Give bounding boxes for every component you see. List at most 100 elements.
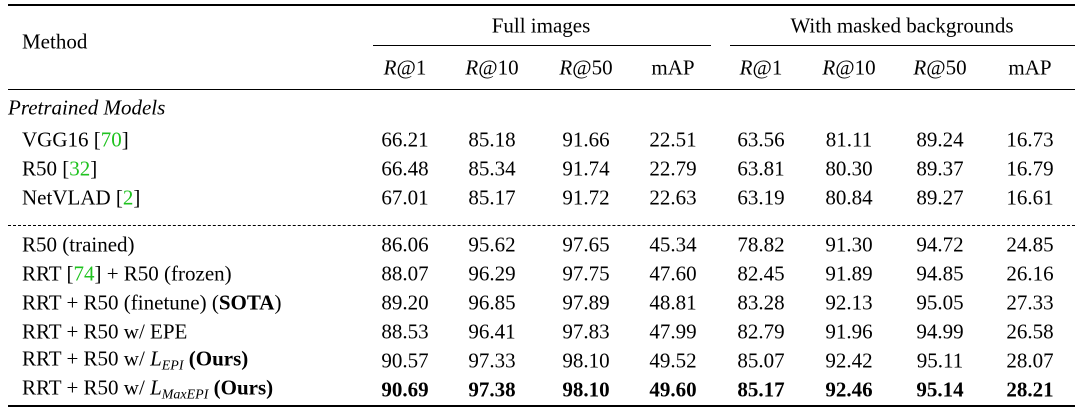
value-cell: 86.06: [381, 232, 429, 257]
text-segment: ]: [133, 185, 141, 210]
text-segment: ]: [121, 127, 129, 152]
text-segment: RRT + R50 w/ EPE: [22, 319, 188, 344]
text-segment: @50: [926, 55, 967, 80]
value-cell: 90.69: [381, 377, 429, 402]
text-segment: (Ours): [188, 346, 249, 371]
value-cell: 98.10: [562, 377, 610, 402]
text-segment: R50 [: [22, 156, 70, 181]
value-cell: 85.17: [737, 377, 785, 402]
text-segment: R: [822, 55, 836, 80]
method-cell: RRT + R50 w/ EPE: [22, 319, 188, 344]
value-cell: 96.41: [468, 319, 516, 344]
value-cell: 91.66: [562, 127, 610, 152]
value-cell: 81.11: [825, 127, 873, 152]
value-cell: 88.53: [381, 319, 429, 344]
value-cell: 16.73: [1006, 127, 1054, 152]
value-cell: 97.38: [468, 377, 516, 402]
value-cell: 98.10: [562, 348, 610, 373]
value-cell: 66.21: [381, 127, 429, 152]
value-cell: 91.74: [562, 156, 610, 181]
text-segment: L: [150, 375, 162, 400]
value-cell: 80.84: [825, 185, 873, 210]
text-segment: R: [739, 55, 753, 80]
text-segment: @1: [396, 55, 427, 80]
header-rule: [8, 89, 1075, 90]
value-cell: 97.65: [562, 232, 610, 257]
value-cell: 85.34: [468, 156, 516, 181]
value-cell: 22.63: [649, 185, 697, 210]
value-cell: 96.85: [468, 290, 516, 315]
value-cell: 92.42: [825, 348, 873, 373]
value-cell: 92.46: [825, 377, 873, 402]
value-cell: 95.11: [916, 348, 964, 373]
text-segment: RRT + R50 (finetune) (: [22, 290, 219, 315]
value-cell: 91.89: [825, 261, 873, 286]
text-segment: @10: [478, 55, 519, 80]
method-cell: R50 (trained): [22, 234, 135, 256]
text-segment: RRT + R50 w/: [22, 375, 151, 400]
value-cell: 66.48: [381, 156, 429, 181]
text-segment: @1: [752, 55, 783, 80]
value-cell: 78.82: [737, 232, 785, 257]
value-cell: 94.72: [916, 232, 964, 257]
method-header: Method: [22, 29, 88, 54]
text-segment: EPI: [161, 358, 184, 374]
bottom-rule: [8, 405, 1075, 407]
value-cell: 94.99: [916, 319, 964, 344]
value-cell: 47.60: [649, 261, 697, 286]
text-segment: RRT + R50 w/: [22, 346, 151, 371]
value-cell: 28.07: [1006, 348, 1054, 373]
text-segment: VGG16 [: [22, 127, 101, 152]
column-header: R@1: [739, 55, 783, 80]
value-cell: 67.01: [381, 185, 429, 210]
text-segment: R: [383, 55, 397, 80]
group-rule: [730, 45, 1075, 46]
top-rule: [8, 4, 1075, 6]
value-cell: 63.81: [737, 156, 785, 181]
column-header: mAP: [1008, 55, 1052, 80]
text-segment: R: [913, 55, 927, 80]
value-cell: 22.79: [649, 156, 697, 181]
column-header: R@10: [465, 55, 519, 80]
text-segment: MaxEPI: [161, 387, 209, 403]
method-cell: RRT + R50 w/ LMaxEPI (Ours): [22, 375, 274, 403]
citation: 70: [100, 127, 122, 152]
value-cell: 94.85: [916, 261, 964, 286]
group-header: With masked backgrounds: [790, 13, 1014, 38]
value-cell: 48.81: [649, 290, 697, 315]
value-cell: 89.27: [916, 185, 964, 210]
method-cell: R50 [32]: [22, 156, 98, 181]
text-segment: ] + R50 (frozen): [94, 261, 232, 286]
text-segment: (Ours): [213, 375, 274, 400]
value-cell: 95.05: [916, 290, 964, 315]
value-cell: 82.45: [737, 261, 785, 286]
value-cell: 63.56: [737, 127, 785, 152]
value-cell: 26.58: [1006, 319, 1054, 344]
citation: 2: [122, 185, 134, 210]
value-cell: 95.62: [468, 232, 516, 257]
citation: 32: [69, 156, 91, 181]
value-cell: 47.99: [649, 319, 697, 344]
value-cell: 97.89: [562, 290, 610, 315]
text-segment: R: [559, 55, 573, 80]
value-cell: 26.16: [1006, 261, 1054, 286]
value-cell: 83.28: [737, 290, 785, 315]
column-header: mAP: [651, 55, 695, 80]
column-header: R@50: [913, 55, 967, 80]
method-cell: RRT + R50 w/ LEPI (Ours): [22, 346, 249, 374]
section-separator: [8, 225, 1075, 226]
text-segment: ]: [90, 156, 98, 181]
value-cell: 96.29: [468, 261, 516, 286]
column-header: R@1: [383, 55, 427, 80]
value-cell: 91.30: [825, 232, 873, 257]
method-cell: VGG16 [70]: [22, 127, 129, 152]
text-segment: SOTA: [218, 290, 275, 315]
method-cell: RRT [74] + R50 (frozen): [22, 261, 232, 286]
value-cell: 97.75: [562, 261, 610, 286]
text-segment: mAP: [651, 55, 695, 80]
method-cell: NetVLAD [2]: [22, 185, 141, 210]
value-cell: 28.21: [1006, 377, 1054, 402]
value-cell: 45.34: [649, 232, 697, 257]
text-segment: mAP: [1008, 55, 1052, 80]
